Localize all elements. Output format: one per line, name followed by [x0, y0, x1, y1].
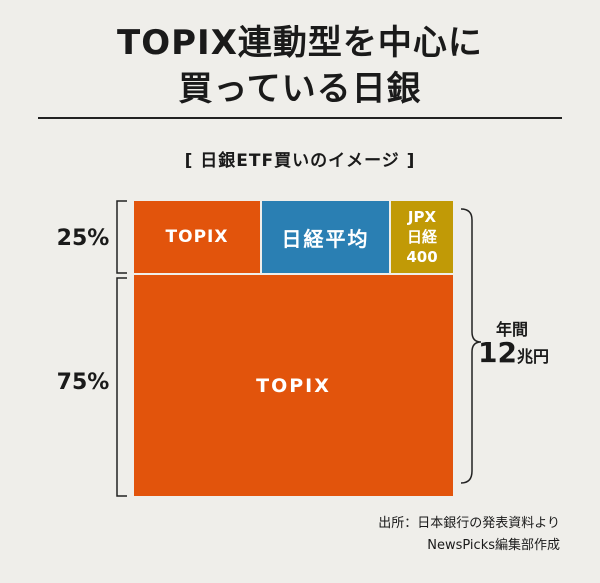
bracket-25: [116, 200, 127, 274]
brace-annual: [460, 208, 482, 484]
cell-topix-large-label: TOPIX: [256, 374, 331, 397]
cell-topix-small-label: TOPIX: [165, 227, 229, 247]
cell-nikkei-average: 日経平均: [262, 201, 389, 273]
cell-jpx-line-3: 400: [406, 248, 438, 266]
annual-unit: 兆円: [516, 347, 549, 366]
cell-jpx-nikkei-400: JPX 日経 400: [391, 201, 453, 273]
bracket-75: [116, 277, 127, 497]
title-line-2: 買っている日銀: [178, 69, 422, 109]
share-label-25: 25%: [56, 226, 110, 251]
cell-nikkei-average-label: 日経平均: [281, 226, 370, 251]
annual-value: 12兆円: [478, 336, 549, 369]
share-label-75: 75%: [56, 370, 110, 395]
title-line-1: TOPIX連動型を中心に: [117, 23, 483, 63]
source-note: 出所：日本銀行の発表資料より NewsPicks編集部作成: [378, 513, 560, 557]
title-divider: [38, 117, 562, 119]
source-line-2: NewsPicks編集部作成: [427, 538, 560, 553]
annual-label: 年間: [496, 320, 529, 339]
cell-jpx-line-2: 日経: [406, 228, 437, 246]
cell-jpx-line-1: JPX: [407, 208, 437, 226]
cell-topix-small: TOPIX: [134, 201, 260, 273]
annual-amount: 12: [478, 336, 517, 369]
cell-topix-large: TOPIX: [134, 275, 453, 496]
source-line-1: 出所：日本銀行の発表資料より: [378, 516, 560, 531]
chart-subtitle: [ 日銀ETF買いのイメージ ]: [184, 151, 416, 171]
